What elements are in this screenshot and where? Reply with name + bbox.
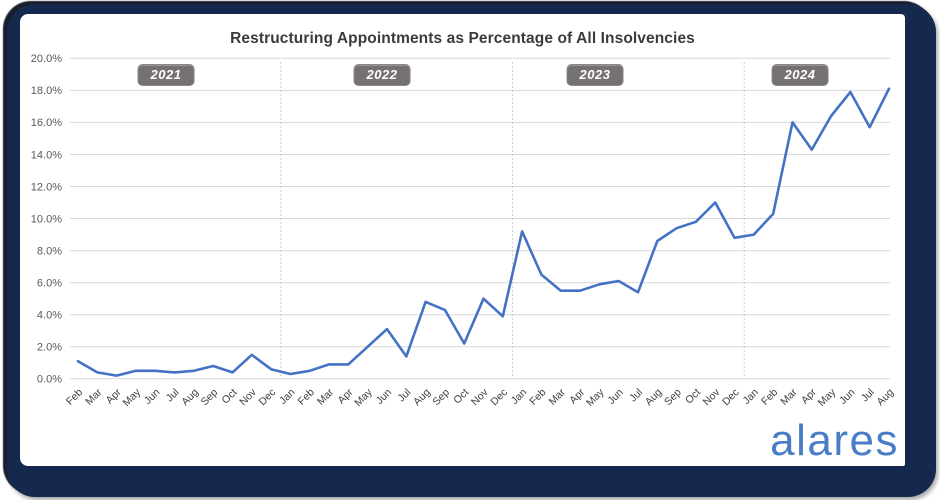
- x-axis-month-label: Nov: [237, 386, 259, 408]
- chart-title: Restructuring Appointments as Percentage…: [230, 30, 695, 47]
- x-axis-month-label: Jan: [741, 386, 762, 407]
- x-axis-month-label: Dec: [257, 386, 279, 408]
- x-axis-month-label: Aug: [411, 386, 433, 408]
- data-series-line: [76, 87, 891, 377]
- y-axis-tick-label: 8.0%: [37, 245, 62, 257]
- x-axis-month-label: Oct: [451, 386, 471, 406]
- x-axis-month-label: May: [121, 386, 144, 409]
- x-axis-month-label: Jun: [142, 386, 163, 407]
- x-axis-month-label: Jul: [395, 386, 413, 404]
- y-axis-tick-label: 4.0%: [37, 310, 62, 322]
- x-axis-month-label: May: [352, 386, 375, 409]
- x-axis-month-label: May: [816, 386, 839, 409]
- y-axis-tick-label: 20.0%: [31, 53, 62, 65]
- x-axis-month-label: Feb: [759, 386, 780, 407]
- line-chart: 0.0% 2.0% 4.0% 6.0% 8.0% 10.0% 12.0% 14.0% 16.0%…: [31, 53, 896, 409]
- y-axis-tick-label: 16.0%: [31, 117, 62, 129]
- x-axis-month-label: Apr: [104, 386, 124, 406]
- x-axis-month-label: Jun: [605, 386, 626, 407]
- x-axis-month-label: Sep: [662, 386, 684, 408]
- x-axis-month-label: Nov: [701, 386, 723, 408]
- x-axis-month-label: Feb: [527, 386, 548, 407]
- y-axis-tick-label: 0.0%: [37, 374, 62, 386]
- x-axis-month-label: Mar: [547, 386, 569, 408]
- x-axis-month-label: Dec: [488, 386, 510, 408]
- y-axis-tick-label: 14.0%: [31, 149, 62, 161]
- x-axis-month-label: Sep: [430, 386, 452, 408]
- x-axis-month-label: Mar: [315, 386, 337, 408]
- x-axis-month-label: Jan: [509, 386, 530, 407]
- x-axis-month-label: Jun: [837, 386, 858, 407]
- year-badge-2022: 2022: [353, 64, 411, 86]
- x-axis-month-label: Jun: [374, 386, 395, 407]
- x-axis-month-label: Feb: [64, 386, 85, 407]
- alares-logo: alares: [770, 416, 899, 465]
- x-axis-month-label: Mar: [778, 386, 800, 408]
- x-axis-month-label: Aug: [874, 386, 896, 408]
- year-badge-2023: 2023: [566, 64, 624, 86]
- x-axis-month-label: Jul: [627, 386, 645, 404]
- x-axis-month-label: Oct: [220, 386, 240, 406]
- x-axis-month-label: Mar: [83, 386, 105, 408]
- x-axis-month-label: Jul: [164, 386, 182, 404]
- x-axis-month-label: Nov: [469, 386, 491, 408]
- year-badge-2024: 2024: [771, 64, 829, 86]
- x-axis-month-label: Oct: [683, 386, 703, 406]
- x-axis-month-label: Apr: [335, 386, 355, 406]
- x-axis-month-label: Apr: [799, 386, 819, 406]
- y-axis-tick-label: 10.0%: [31, 213, 62, 225]
- x-axis-month-label: Feb: [296, 386, 317, 407]
- year-badge-2021: 2021: [137, 64, 195, 86]
- x-axis-month-label: May: [584, 386, 607, 409]
- x-axis-month-label: Apr: [567, 386, 587, 406]
- y-axis-tick-label: 18.0%: [31, 85, 62, 97]
- x-axis-month-label: Aug: [643, 386, 665, 408]
- y-axis-tick-label: 6.0%: [37, 277, 62, 289]
- y-axis-tick-label: 12.0%: [31, 181, 62, 193]
- x-axis-month-label: Sep: [199, 386, 221, 408]
- y-axis-tick-label: 2.0%: [37, 342, 62, 354]
- x-axis-month-label: Aug: [179, 386, 201, 408]
- x-axis-month-label: Jul: [859, 386, 877, 404]
- x-axis-month-label: Jan: [277, 386, 298, 407]
- x-axis-month-label: Dec: [720, 386, 742, 408]
- chart-card: Restructuring Appointments as Percentage…: [20, 14, 905, 466]
